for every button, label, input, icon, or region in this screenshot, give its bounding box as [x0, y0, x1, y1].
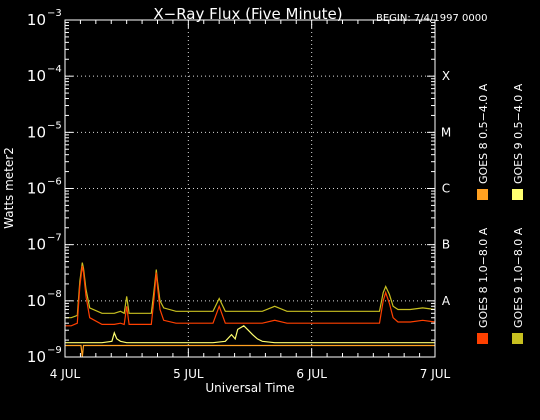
y-tick-label: 10 — [27, 180, 46, 198]
y-tick-label: 10 — [27, 236, 46, 254]
y-tick-exponent: −7 — [47, 233, 62, 244]
chart-title: X−Ray Flux (Five Minute) — [153, 5, 342, 23]
legend-label: GOES 9 0.5−4.0 A — [512, 83, 525, 184]
legend-label: GOES 9 1.0−8.0 A — [512, 227, 525, 328]
axes: 10 −910 −810 −710 −610 −510 −410 −34 JUL 5 JUL 6 … — [27, 8, 451, 381]
flare-class-label: M — [441, 125, 451, 139]
series-line — [65, 325, 435, 344]
flare-class-label: X — [442, 69, 450, 83]
legend-swatch — [512, 333, 523, 344]
legend-label: GOES 8 0.5−4.0 A — [477, 83, 490, 184]
y-tick-exponent: −4 — [47, 64, 62, 75]
y-tick-exponent: −8 — [47, 289, 62, 300]
begin-label: BEGIN: 7/4/1997 0000 — [376, 13, 487, 24]
y-tick-label: 10 — [27, 123, 46, 141]
x-axis-label: Universal Time — [205, 381, 294, 395]
x-tick-label: 7 JUL — [420, 367, 451, 381]
legend: GOES 8 1.0−8.0 A GOES 8 0.5−4.0 A GOES 9 1… — [477, 83, 525, 344]
series-line — [65, 262, 436, 319]
y-tick-label: 10 — [27, 11, 46, 29]
legend-swatch — [477, 333, 488, 344]
legend-label: GOES 8 1.0−8.0 A — [477, 227, 490, 328]
y-tick-exponent: −9 — [47, 345, 62, 356]
y-tick-exponent: −6 — [47, 177, 62, 188]
x-tick-label: 4 JUL — [50, 367, 81, 381]
flare-class-label: A — [442, 294, 451, 308]
y-tick-exponent: −5 — [47, 120, 62, 131]
x-tick-label: 5 JUL — [173, 367, 204, 381]
y-axis-label: Watts meter2 — [2, 147, 16, 229]
y-tick-label: 10 — [27, 67, 46, 85]
flare-class-label: C — [442, 182, 450, 196]
x-tick-label: 6 JUL — [296, 367, 327, 381]
grid-lines — [65, 20, 435, 357]
y-tick-label: 10 — [27, 292, 46, 310]
flare-class-label: B — [442, 238, 450, 252]
y-tick-label: 10 — [27, 348, 46, 366]
y-tick-exponent: −3 — [47, 8, 62, 19]
series-line — [65, 344, 435, 358]
legend-swatch — [512, 189, 523, 200]
series-line — [65, 265, 436, 327]
series-lines — [65, 262, 436, 358]
legend-swatch — [477, 189, 488, 200]
